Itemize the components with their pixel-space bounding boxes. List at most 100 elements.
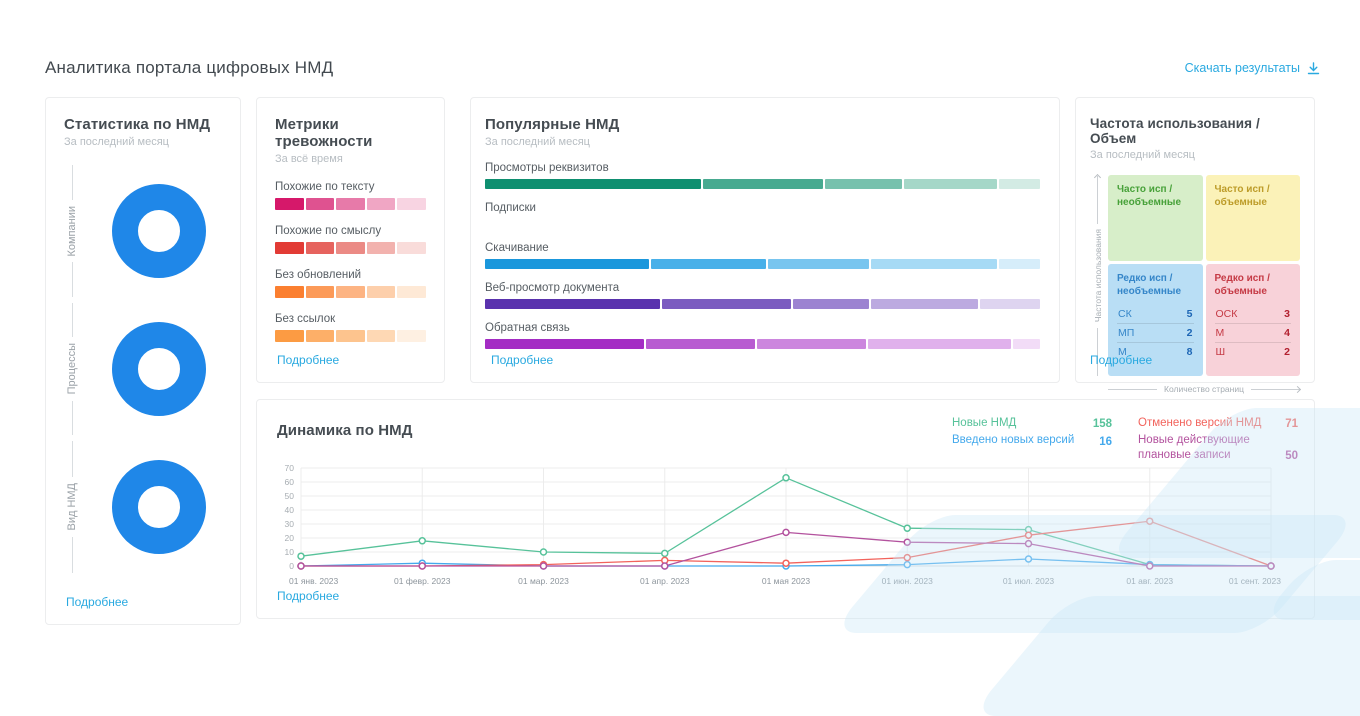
item-value: 3 <box>1284 308 1290 320</box>
popular-row: Подписки <box>485 202 1045 229</box>
bar-segment <box>397 286 426 298</box>
quadrant-cell: Редко исп / необъемные СК 5 МП 2 М 8 <box>1108 264 1203 376</box>
svg-text:01 июл. 2023: 01 июл. 2023 <box>1003 576 1055 586</box>
more-link-popular[interactable]: Подробнее <box>491 353 554 367</box>
item-value: 2 <box>1284 346 1290 358</box>
quadrant-items: СК 5 МП 2 М 8 <box>1117 305 1194 361</box>
quadrant-label: Редко исп / необъемные <box>1117 273 1182 297</box>
bar-segment <box>871 259 997 269</box>
legend-label: Введено новых версий <box>952 434 1075 447</box>
bar-segment <box>366 286 396 298</box>
bar-segment <box>275 198 304 210</box>
quadrant-cell: Редко исп / объемные ОСК 3 М 4 Ш 2 <box>1205 264 1300 376</box>
bar-segment <box>868 339 1011 349</box>
anxiety-bar <box>275 198 426 210</box>
stat-group: Процессы <box>64 300 222 438</box>
bar-segment <box>366 330 396 342</box>
item-value: 4 <box>1284 327 1290 339</box>
legend-label: Новые НМД <box>952 417 1017 429</box>
x-axis-arrow-icon <box>1293 385 1302 393</box>
donut-chart <box>112 460 206 554</box>
anxiety-row: Без обновлений <box>275 269 426 298</box>
more-link-statistics[interactable]: Подробнее <box>66 595 129 609</box>
bracket-line <box>71 303 73 338</box>
bar-segment <box>1012 339 1040 349</box>
donut-chart <box>112 184 206 278</box>
bar-segment <box>275 286 304 298</box>
popular-row-label: Обратная связь <box>485 322 570 334</box>
chart-legend: Новые НМД 158 Введено новых версий 16 Отмене… <box>952 416 1298 462</box>
donut-chart-group: Компании Процессы Вид НМД <box>64 162 222 576</box>
stat-group-label: Процессы <box>66 343 78 395</box>
legend-item: Новые НМД 158 <box>952 416 1112 430</box>
card-subtitle: За последний месяц <box>64 136 169 148</box>
svg-text:01 янв. 2023: 01 янв. 2023 <box>289 576 339 586</box>
popular-row: Просмотры реквизитов <box>485 162 1045 189</box>
more-link-anxiety[interactable]: Подробнее <box>277 353 340 367</box>
bar-segment <box>998 259 1040 269</box>
y-axis-arrow-icon <box>1093 173 1102 182</box>
donut-chart <box>112 322 206 416</box>
bar-segment <box>904 179 997 189</box>
anxiety-row-label: Похожие по тексту <box>275 181 375 193</box>
item-name: МП <box>1118 327 1135 339</box>
bar-segment <box>645 339 756 349</box>
card-subtitle: За последний месяц <box>1090 149 1195 161</box>
stat-group-label: Компании <box>66 205 78 257</box>
download-results-link[interactable]: Скачать результаты <box>1185 61 1320 75</box>
svg-text:70: 70 <box>285 463 295 473</box>
card-title: Динамика по НМД <box>277 422 413 439</box>
svg-text:01 февр. 2023: 01 февр. 2023 <box>394 576 451 586</box>
card-subtitle: За всё время <box>275 153 343 165</box>
anxiety-row-label: Без ссылок <box>275 313 336 325</box>
anxiety-row: Похожие по тексту <box>275 181 426 210</box>
page-header: Аналитика портала цифровых НМД Скачать р… <box>45 58 1320 78</box>
bar-segment <box>305 242 335 254</box>
quadrant-label: Часто исп / необъемные <box>1117 184 1182 208</box>
bar-segment <box>979 299 1041 309</box>
bar-segment <box>305 198 335 210</box>
line-chart[interactable]: 0 10 20 30 40 50 60 70 01 янв. 2023 01 февр. 2023… <box>271 462 1297 594</box>
popular-row-label: Подписки <box>485 202 536 214</box>
anxiety-row: Похожие по смыслу <box>275 225 426 254</box>
dashboard: { "page": { "title": "Аналитика портала … <box>45 58 1360 716</box>
bar-segment <box>485 339 644 349</box>
svg-text:40: 40 <box>285 505 295 515</box>
svg-text:01 сент. 2023: 01 сент. 2023 <box>1229 576 1281 586</box>
bracket-line <box>71 441 73 478</box>
stat-group-label: Вид НМД <box>66 483 78 531</box>
svg-text:30: 30 <box>285 519 295 529</box>
quadrant-chart: Частота использования Часто исп / необъе… <box>1090 173 1300 376</box>
anxiety-bars: Похожие по тексту Похожие по смыслу Без об… <box>275 181 426 342</box>
bar-segment <box>336 330 365 342</box>
bar-segment <box>397 242 426 254</box>
popular-row: Обратная связь <box>485 322 1045 349</box>
bar-segment <box>703 179 824 189</box>
popular-row-label: Просмотры реквизитов <box>485 162 609 174</box>
popular-bars: Просмотры реквизитов Подписки Скачивание Ве… <box>485 162 1045 349</box>
svg-text:20: 20 <box>285 533 295 543</box>
bar-segment <box>275 330 304 342</box>
y-axis-label: Частота использования <box>1092 229 1103 323</box>
more-link-frequency[interactable]: Подробнее <box>1090 353 1153 367</box>
svg-text:01 мая 2023: 01 мая 2023 <box>762 576 811 586</box>
bar-segment <box>336 242 365 254</box>
quadrant-item: МП 2 <box>1117 323 1194 342</box>
legend-item: Новые действующие плановые записи 50 <box>1138 433 1298 462</box>
anxiety-bar <box>275 330 426 342</box>
popular-row-label: Веб-просмотр документа <box>485 282 620 294</box>
more-link-dynamics[interactable]: Подробнее <box>277 589 340 603</box>
legend-label: Отменено версий НМД <box>1138 417 1262 429</box>
legend-value: 158 <box>1092 418 1112 431</box>
bar-segment <box>366 198 396 210</box>
card-frequency-volume: Частота использования / Объем За последн… <box>1075 97 1315 394</box>
item-value: 2 <box>1186 327 1193 339</box>
x-axis-label: Количество страниц <box>1164 384 1244 394</box>
legend-column: Новые НМД 158 Введено новых версий 16 <box>952 416 1112 462</box>
bar-segment <box>767 259 870 269</box>
item-name: Ш <box>1215 346 1226 358</box>
svg-text:0: 0 <box>289 561 294 571</box>
popular-bar <box>485 259 1040 269</box>
